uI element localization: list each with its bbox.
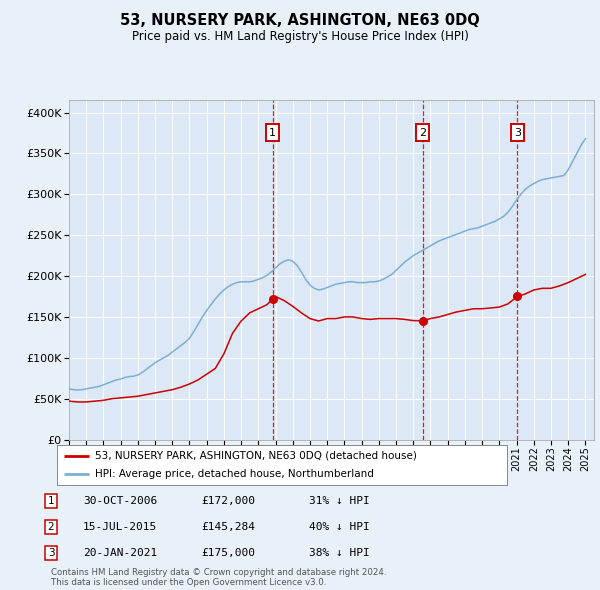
Text: 3: 3 <box>514 127 521 137</box>
Text: 2: 2 <box>47 522 55 532</box>
Text: 1: 1 <box>47 496 55 506</box>
Text: 15-JUL-2015: 15-JUL-2015 <box>83 522 157 532</box>
Text: £175,000: £175,000 <box>201 548 255 558</box>
Text: 40% ↓ HPI: 40% ↓ HPI <box>309 522 370 532</box>
Text: £172,000: £172,000 <box>201 496 255 506</box>
Text: Price paid vs. HM Land Registry's House Price Index (HPI): Price paid vs. HM Land Registry's House … <box>131 30 469 43</box>
Text: £145,284: £145,284 <box>201 522 255 532</box>
Text: 30-OCT-2006: 30-OCT-2006 <box>83 496 157 506</box>
Text: HPI: Average price, detached house, Northumberland: HPI: Average price, detached house, Nort… <box>95 469 374 479</box>
Text: 20-JAN-2021: 20-JAN-2021 <box>83 548 157 558</box>
Text: 53, NURSERY PARK, ASHINGTON, NE63 0DQ: 53, NURSERY PARK, ASHINGTON, NE63 0DQ <box>120 13 480 28</box>
Text: 1: 1 <box>269 127 276 137</box>
Text: 2: 2 <box>419 127 426 137</box>
Text: 38% ↓ HPI: 38% ↓ HPI <box>309 548 370 558</box>
Text: Contains HM Land Registry data © Crown copyright and database right 2024.
This d: Contains HM Land Registry data © Crown c… <box>51 568 386 587</box>
Text: 3: 3 <box>47 548 55 558</box>
Text: 53, NURSERY PARK, ASHINGTON, NE63 0DQ (detached house): 53, NURSERY PARK, ASHINGTON, NE63 0DQ (d… <box>95 451 417 461</box>
Text: 31% ↓ HPI: 31% ↓ HPI <box>309 496 370 506</box>
